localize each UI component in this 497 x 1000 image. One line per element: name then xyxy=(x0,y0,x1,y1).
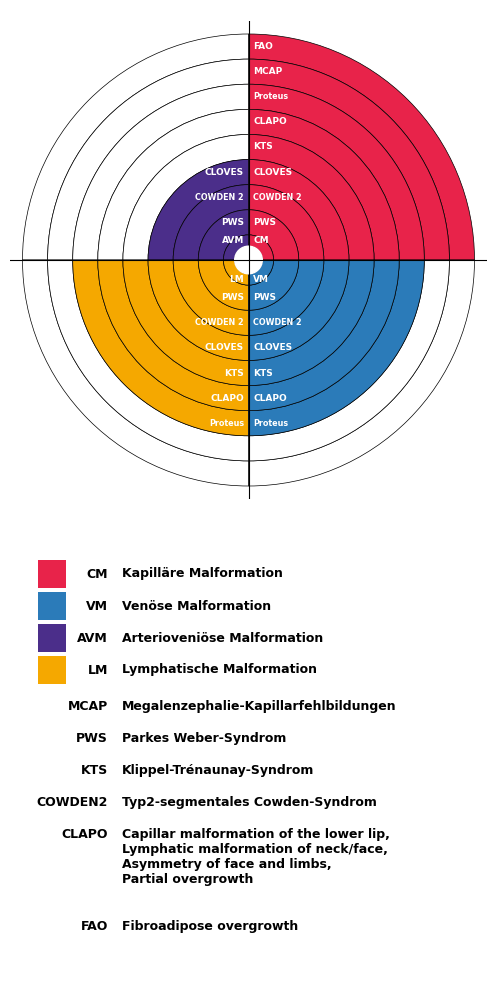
Wedge shape xyxy=(198,260,248,310)
Wedge shape xyxy=(148,260,248,360)
Text: CLAPO: CLAPO xyxy=(62,828,108,841)
Wedge shape xyxy=(22,34,249,260)
Wedge shape xyxy=(98,109,248,260)
Text: CM: CM xyxy=(253,236,269,245)
Wedge shape xyxy=(48,260,248,461)
Text: KTS: KTS xyxy=(253,369,273,378)
Wedge shape xyxy=(248,235,274,260)
Text: PWS: PWS xyxy=(221,293,244,302)
Text: Proteus: Proteus xyxy=(209,419,244,428)
Wedge shape xyxy=(248,59,449,260)
Text: KTS: KTS xyxy=(224,369,244,378)
Text: FAO: FAO xyxy=(81,920,108,933)
Text: PWS: PWS xyxy=(253,218,276,227)
Wedge shape xyxy=(248,260,324,335)
Text: PWS: PWS xyxy=(253,293,276,302)
Wedge shape xyxy=(173,185,248,260)
Text: Arterioveniöse Malformation: Arterioveniöse Malformation xyxy=(122,632,323,645)
Text: KTS: KTS xyxy=(253,142,273,151)
Text: Venöse Malformation: Venöse Malformation xyxy=(122,599,271,612)
Text: CLOVES: CLOVES xyxy=(253,168,292,177)
Wedge shape xyxy=(123,134,248,260)
Wedge shape xyxy=(248,260,274,285)
Text: AVM: AVM xyxy=(222,236,244,245)
Text: PWS: PWS xyxy=(76,732,108,745)
Wedge shape xyxy=(248,185,324,260)
Text: CLAPO: CLAPO xyxy=(210,394,244,403)
Text: Parkes Weber-Syndrom: Parkes Weber-Syndrom xyxy=(122,732,286,745)
Text: CLAPO: CLAPO xyxy=(253,117,287,126)
Wedge shape xyxy=(248,260,449,461)
Text: FAO: FAO xyxy=(253,42,273,51)
Wedge shape xyxy=(248,134,374,260)
Text: CM: CM xyxy=(86,568,108,580)
Text: COWDEN 2: COWDEN 2 xyxy=(253,193,302,202)
FancyBboxPatch shape xyxy=(38,560,66,588)
Wedge shape xyxy=(98,260,248,411)
Text: Lymphatische Malformation: Lymphatische Malformation xyxy=(122,664,317,676)
Wedge shape xyxy=(22,260,249,486)
Wedge shape xyxy=(123,260,248,386)
Text: Megalenzephalie-Kapillarfehlbildungen: Megalenzephalie-Kapillarfehlbildungen xyxy=(122,700,397,713)
Text: CLAPO: CLAPO xyxy=(253,394,287,403)
Text: Proteus: Proteus xyxy=(253,419,288,428)
FancyBboxPatch shape xyxy=(38,656,66,684)
Wedge shape xyxy=(223,260,248,285)
Text: CLOVES: CLOVES xyxy=(205,168,244,177)
Wedge shape xyxy=(248,260,374,386)
Text: PWS: PWS xyxy=(221,218,244,227)
Text: Typ2-segmentales Cowden-Syndrom: Typ2-segmentales Cowden-Syndrom xyxy=(122,796,377,809)
Wedge shape xyxy=(223,235,248,260)
Text: COWDEN 2: COWDEN 2 xyxy=(195,318,244,327)
Circle shape xyxy=(235,246,262,274)
Wedge shape xyxy=(248,260,399,411)
Text: Kapilläre Malformation: Kapilläre Malformation xyxy=(122,568,283,580)
Text: CLOVES: CLOVES xyxy=(253,343,292,352)
Wedge shape xyxy=(248,34,475,260)
Text: LM: LM xyxy=(87,664,108,676)
Text: MCAP: MCAP xyxy=(68,700,108,713)
Text: Fibroadipose overgrowth: Fibroadipose overgrowth xyxy=(122,920,298,933)
Text: COWDEN2: COWDEN2 xyxy=(37,796,108,809)
Wedge shape xyxy=(248,260,349,360)
Wedge shape xyxy=(248,260,424,436)
Wedge shape xyxy=(248,84,424,260)
Wedge shape xyxy=(248,210,299,260)
Text: Klippel-Trénaunay-Syndrom: Klippel-Trénaunay-Syndrom xyxy=(122,764,315,777)
Wedge shape xyxy=(248,160,349,260)
Wedge shape xyxy=(248,260,475,486)
Text: AVM: AVM xyxy=(77,632,108,645)
Wedge shape xyxy=(48,59,248,260)
FancyBboxPatch shape xyxy=(38,624,66,652)
Text: Capillar malformation of the lower lip,
Lymphatic malformation of neck/face,
Asy: Capillar malformation of the lower lip, … xyxy=(122,828,390,886)
Text: Proteus: Proteus xyxy=(253,92,288,101)
Text: LM: LM xyxy=(229,275,244,284)
Text: VM: VM xyxy=(253,275,269,284)
Wedge shape xyxy=(198,210,248,260)
Wedge shape xyxy=(73,260,248,436)
Text: VM: VM xyxy=(86,599,108,612)
Text: CLOVES: CLOVES xyxy=(205,343,244,352)
Text: MCAP: MCAP xyxy=(253,67,282,76)
Text: COWDEN 2: COWDEN 2 xyxy=(253,318,302,327)
FancyBboxPatch shape xyxy=(38,592,66,620)
Text: KTS: KTS xyxy=(81,764,108,777)
Text: COWDEN 2: COWDEN 2 xyxy=(195,193,244,202)
Wedge shape xyxy=(248,109,399,260)
Wedge shape xyxy=(148,160,248,260)
Wedge shape xyxy=(248,260,299,310)
Wedge shape xyxy=(173,260,248,335)
Wedge shape xyxy=(73,84,248,260)
